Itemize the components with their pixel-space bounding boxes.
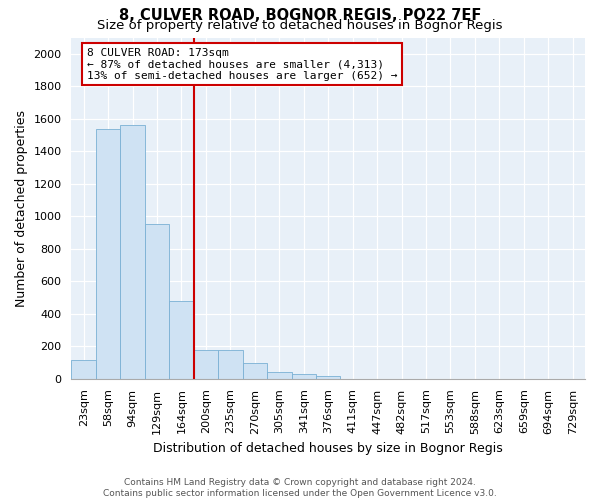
Text: 8 CULVER ROAD: 173sqm
← 87% of detached houses are smaller (4,313)
13% of semi-d: 8 CULVER ROAD: 173sqm ← 87% of detached … xyxy=(87,48,397,81)
X-axis label: Distribution of detached houses by size in Bognor Regis: Distribution of detached houses by size … xyxy=(154,442,503,455)
Text: Size of property relative to detached houses in Bognor Regis: Size of property relative to detached ho… xyxy=(97,18,503,32)
Bar xyxy=(242,364,267,379)
Text: 8, CULVER ROAD, BOGNOR REGIS, PO22 7EF: 8, CULVER ROAD, BOGNOR REGIS, PO22 7EF xyxy=(119,8,481,22)
Bar xyxy=(292,374,316,379)
Bar xyxy=(96,128,121,379)
Bar xyxy=(218,350,242,379)
Bar xyxy=(194,350,218,379)
Text: Contains HM Land Registry data © Crown copyright and database right 2024.
Contai: Contains HM Land Registry data © Crown c… xyxy=(103,478,497,498)
Bar xyxy=(169,301,194,379)
Bar xyxy=(121,126,145,379)
Bar xyxy=(267,372,292,379)
Bar xyxy=(145,224,169,379)
Bar xyxy=(71,360,96,379)
Bar xyxy=(316,376,340,379)
Y-axis label: Number of detached properties: Number of detached properties xyxy=(15,110,28,306)
